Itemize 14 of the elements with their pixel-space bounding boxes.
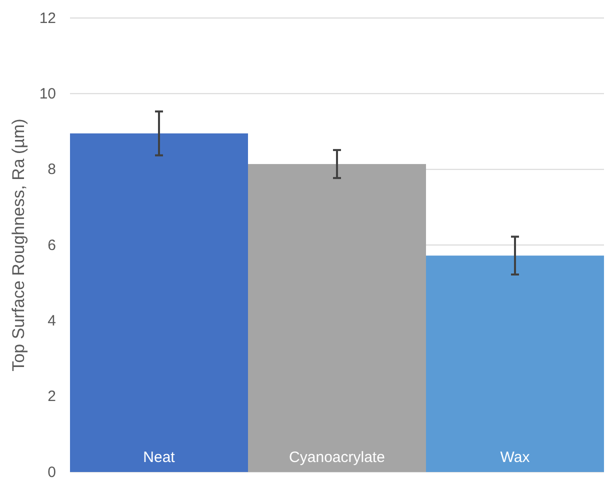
x-tick-label: Wax: [500, 449, 530, 466]
bar: [426, 256, 604, 472]
bar: [248, 164, 426, 472]
y-tick-label: 12: [39, 10, 56, 27]
y-tick-label: 6: [48, 236, 56, 254]
y-tick-label: 0: [48, 464, 56, 478]
y-tick-label: 2: [48, 388, 56, 406]
x-tick-label: Neat: [143, 449, 176, 466]
y-tick-label: 4: [48, 312, 56, 330]
y-tick-label: 8: [48, 161, 56, 178]
x-tick-label: Cyanoacrylate: [289, 449, 385, 466]
y-axis-title: Top Surface Roughness, Ra (µm): [9, 118, 28, 372]
y-tick-label: 10: [39, 85, 56, 102]
bar: [70, 133, 248, 472]
